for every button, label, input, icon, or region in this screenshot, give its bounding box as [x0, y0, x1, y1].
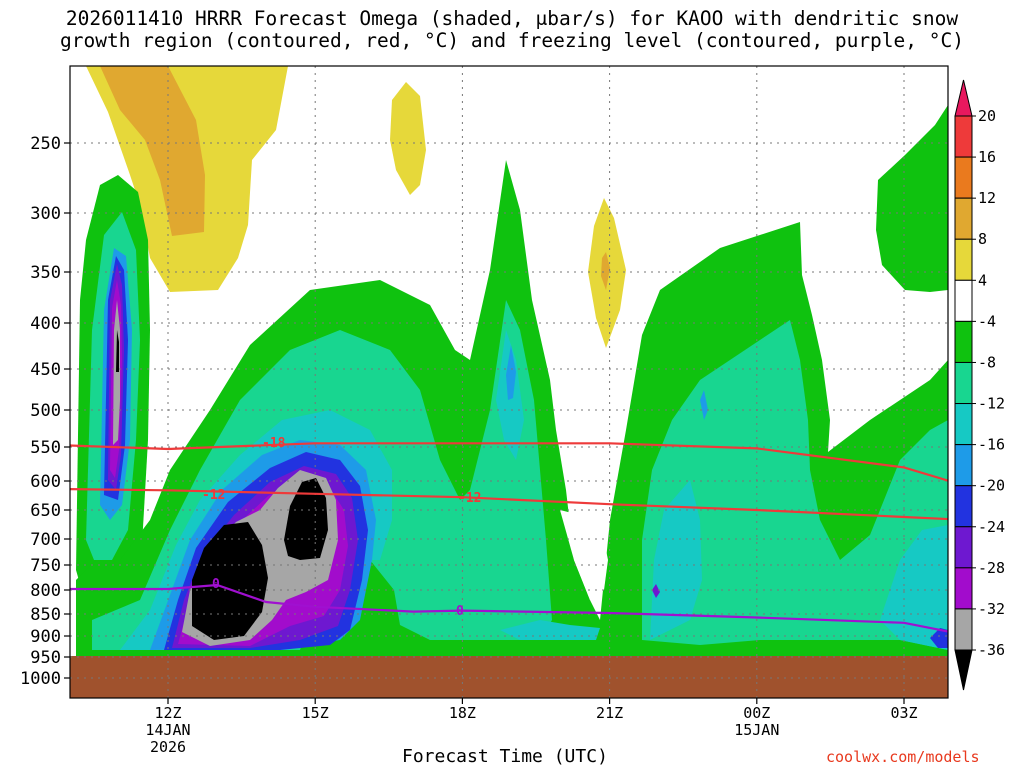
contour-lines: [70, 442, 948, 633]
omega-fill-positive-4b: [390, 82, 426, 195]
y-tick-label: 750: [30, 556, 61, 576]
colorbar-label: 16: [978, 148, 996, 166]
omega-fill-neg-16-right: [700, 390, 708, 420]
title-line-2: growth region (contoured, red, °C) and f…: [60, 29, 964, 52]
y-tick-label: 900: [30, 627, 61, 647]
omega-fill-neg-16-mid: [506, 345, 516, 400]
credit-link[interactable]: coolwx.com/models: [826, 748, 980, 766]
y-tick-label: 800: [30, 581, 61, 601]
title-line-1: 2026011410 HRRR Forecast Omega (shaded, …: [65, 7, 959, 30]
colorbar-arrow-top: [954, 79, 973, 117]
colorbar-swatch: [954, 238, 973, 281]
omega-fill-positive-8b: [601, 252, 610, 290]
contour-label: 0: [212, 577, 220, 592]
x-tick-label: 15Z: [302, 704, 329, 722]
x-tick-label: 21Z: [596, 704, 623, 722]
omega-shading: [70, 66, 948, 698]
series-line-minus12: [70, 488, 948, 521]
omega-fill-neg-20-dot: [930, 628, 948, 648]
omega-fill-neg-24-dot: [652, 584, 660, 598]
x-axis-label: Forecast Time (UTC): [402, 746, 608, 767]
y-tick-label: 350: [30, 263, 61, 283]
colorbar-swatch: [954, 115, 973, 158]
colorbar-label: 20: [978, 107, 996, 125]
contour-label: -18: [262, 436, 286, 451]
colorbar-label: -32: [978, 600, 1005, 618]
omega-fill-neg-36-core-a: [192, 522, 268, 640]
y-tick-label: 650: [30, 501, 61, 521]
x-tick-sublabel: 14JAN: [145, 721, 190, 739]
contour-label: 0: [456, 604, 464, 619]
colorbar-label: -20: [978, 477, 1005, 495]
y-tick-label: 1000: [20, 669, 61, 689]
colorbar-swatch: [954, 320, 973, 363]
y-tick-label: 400: [30, 314, 61, 334]
x-tick-label: 18Z: [449, 704, 476, 722]
omega-fill-neg-8-right: [642, 320, 948, 650]
x-tick-sublabel: 2026: [150, 738, 186, 756]
omega-fill-positive-8: [100, 66, 205, 236]
contour-label: -12: [458, 491, 481, 506]
colorbar-label: -28: [978, 559, 1005, 577]
y-tick-label: 450: [30, 360, 61, 380]
contour-label-group: -18 -12 -12 0 0: [202, 436, 481, 619]
y-tick-label: 850: [30, 605, 61, 625]
omega-fill-white-hole-right: [560, 510, 608, 600]
colorbar-swatch: [954, 608, 973, 651]
omega-fill-neg-12-far: [880, 525, 948, 650]
colorbar-label: -4: [978, 312, 996, 330]
colorbar-label: -12: [978, 395, 1005, 413]
omega-fill-neg-36-left: [116, 330, 119, 372]
series-line-minus18: [70, 442, 948, 482]
colorbar-label: -24: [978, 518, 1005, 536]
omega-fill-neg-12-bottom: [500, 620, 600, 640]
colorbar: 20 16 12 8 4 -4 -8 -12 -16 -20 -24 -28 -32 -36: [954, 79, 1005, 691]
colorbar-swatch: [954, 361, 973, 405]
y-tick-label: 500: [30, 401, 61, 421]
colorbar-arrow-bottom: [954, 649, 973, 691]
y-tick-label: 550: [30, 438, 61, 458]
y-axis: 2503003504004505005506006507007508008509…: [20, 134, 70, 689]
colorbar-label: 12: [978, 189, 996, 207]
x-tick-label: 00Z: [743, 704, 770, 722]
colorbar-label: 4: [978, 271, 987, 289]
colorbar-label: -8: [978, 353, 996, 371]
y-tick-label: 950: [30, 648, 61, 668]
omega-fill-neg-32-left: [113, 300, 120, 445]
chart-title: 2026011410 HRRR Forecast Omega (shaded, …: [0, 8, 1024, 52]
colorbar-label: 8: [978, 230, 987, 248]
y-tick-label: 250: [30, 134, 61, 154]
colorbar-swatch: [954, 279, 973, 322]
omega-fill-neg-12-right: [650, 480, 702, 640]
plot-frame: [69, 65, 949, 699]
colorbar-label: -16: [978, 436, 1005, 454]
series-line-freezing-level: [70, 583, 948, 633]
x-tick-label: 03Z: [890, 704, 917, 722]
y-tick-label: 600: [30, 472, 61, 492]
colorbar-swatch: [954, 197, 973, 240]
colorbar-swatch: [954, 444, 973, 487]
gridlines: [70, 66, 948, 698]
contour-label: -12: [202, 488, 225, 503]
x-tick-label: 12Z: [154, 704, 181, 722]
colorbar-swatch: [954, 156, 973, 199]
y-tick-label: 300: [30, 204, 61, 224]
colorbar-swatch: [954, 485, 973, 528]
omega-fill-neg-8-surface: [76, 650, 948, 656]
colorbar-swatch: [954, 567, 973, 610]
colorbar-label: -36: [978, 641, 1005, 659]
omega-fill-neg-4-right-top: [876, 105, 948, 292]
y-tick-label: 700: [30, 530, 61, 550]
terrain-below-ground: [70, 656, 948, 698]
x-tick-sublabel: 15JAN: [734, 721, 779, 739]
colorbar-swatch: [954, 526, 973, 569]
colorbar-swatch: [954, 403, 973, 446]
